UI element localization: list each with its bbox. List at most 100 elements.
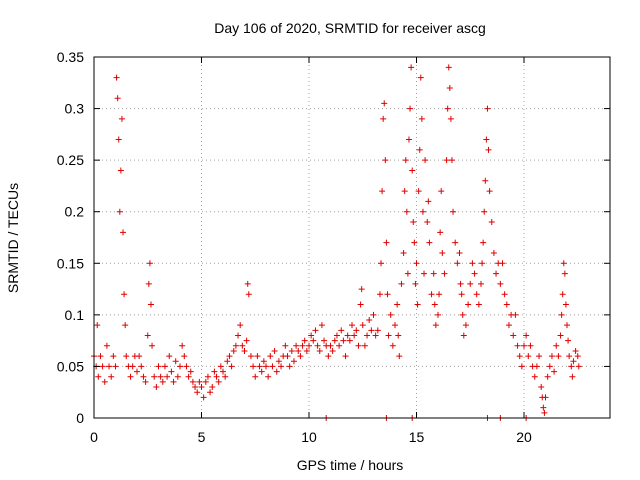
data-point xyxy=(166,353,173,360)
plot-frame xyxy=(93,56,611,419)
data-point xyxy=(174,373,181,380)
data-point xyxy=(405,136,412,143)
x-tick-label: 15 xyxy=(409,429,425,445)
data-point xyxy=(181,353,188,360)
data-point xyxy=(183,363,190,370)
data-point xyxy=(303,347,310,354)
data-point xyxy=(222,373,229,380)
data-point xyxy=(114,95,121,102)
data-point xyxy=(286,363,293,370)
x-tick-label: 10 xyxy=(301,429,317,445)
data-point xyxy=(452,239,459,246)
data-point xyxy=(370,311,377,318)
data-point xyxy=(425,198,432,205)
data-point xyxy=(306,342,312,349)
data-point xyxy=(260,358,267,365)
data-point xyxy=(94,322,101,329)
data-point xyxy=(410,219,417,226)
data-point xyxy=(293,342,300,349)
data-point xyxy=(357,301,364,308)
data-point xyxy=(566,353,573,360)
data-point xyxy=(164,373,171,380)
data-point xyxy=(123,353,130,360)
y-tick-label: 0.25 xyxy=(57,152,84,168)
data-point xyxy=(428,291,435,298)
data-point xyxy=(431,301,438,308)
data-point xyxy=(346,337,353,344)
data-point xyxy=(512,311,519,318)
y-tick-label: 0.1 xyxy=(65,307,85,323)
data-point xyxy=(481,208,488,215)
data-point xyxy=(290,358,297,365)
data-point xyxy=(380,115,387,122)
data-point xyxy=(338,327,345,334)
data-point xyxy=(560,260,567,267)
data-point xyxy=(503,301,510,308)
data-point xyxy=(118,115,125,122)
data-point xyxy=(275,358,282,365)
data-point xyxy=(116,208,123,215)
data-point xyxy=(392,322,398,329)
data-point xyxy=(122,322,129,329)
data-point xyxy=(486,188,493,195)
data-point xyxy=(340,337,347,344)
y-tick-label: 0.05 xyxy=(57,358,84,374)
data-point xyxy=(295,347,302,354)
data-point xyxy=(415,188,422,195)
data-point xyxy=(575,363,582,370)
data-point xyxy=(217,363,224,370)
data-point xyxy=(525,353,532,360)
data-point xyxy=(145,280,152,287)
data-point xyxy=(115,136,122,143)
data-point xyxy=(179,342,186,349)
data-point xyxy=(394,301,401,308)
data-point xyxy=(570,358,577,365)
data-point xyxy=(106,363,113,370)
data-point xyxy=(448,157,455,164)
data-point xyxy=(237,322,244,329)
data-point xyxy=(465,301,472,308)
data-point xyxy=(518,363,525,370)
data-point xyxy=(331,337,338,344)
data-point xyxy=(202,378,209,385)
data-point xyxy=(113,74,120,81)
data-point xyxy=(138,363,145,370)
data-point xyxy=(533,363,540,370)
data-point xyxy=(558,311,565,318)
data-point xyxy=(447,115,454,122)
data-point xyxy=(230,347,237,354)
data-point xyxy=(521,342,527,349)
data-point xyxy=(376,291,383,298)
chart-title: Day 106 of 2020, SRMTID for receiver asc… xyxy=(214,20,486,36)
data-point xyxy=(142,378,149,385)
data-point xyxy=(490,249,497,256)
data-point xyxy=(484,105,491,112)
data-point xyxy=(254,353,261,360)
data-point xyxy=(196,378,203,385)
data-point xyxy=(542,394,549,401)
data-point xyxy=(129,363,136,370)
data-point xyxy=(282,342,289,349)
data-point xyxy=(134,368,140,375)
data-point xyxy=(568,363,575,370)
data-point xyxy=(523,332,530,339)
data-point xyxy=(351,332,358,339)
data-point xyxy=(155,363,162,370)
data-point xyxy=(531,373,538,380)
data-point xyxy=(505,322,512,329)
data-point xyxy=(473,291,480,298)
data-point xyxy=(471,270,478,277)
data-point xyxy=(572,347,579,354)
x-tick-label: 0 xyxy=(90,429,98,445)
data-point xyxy=(404,270,411,277)
data-point xyxy=(252,373,259,380)
data-point xyxy=(144,332,151,339)
data-point xyxy=(417,74,424,81)
data-point xyxy=(344,332,351,339)
data-point xyxy=(239,342,246,349)
data-point xyxy=(438,188,445,195)
axis-ticks: 0 0.05 0.1 0.15 0.2 0.25 0.3 0.35 0 5 10 15 20 xyxy=(57,49,610,445)
data-point xyxy=(209,384,216,391)
data-point xyxy=(387,311,394,318)
y-tick-label: 0.3 xyxy=(65,101,85,117)
